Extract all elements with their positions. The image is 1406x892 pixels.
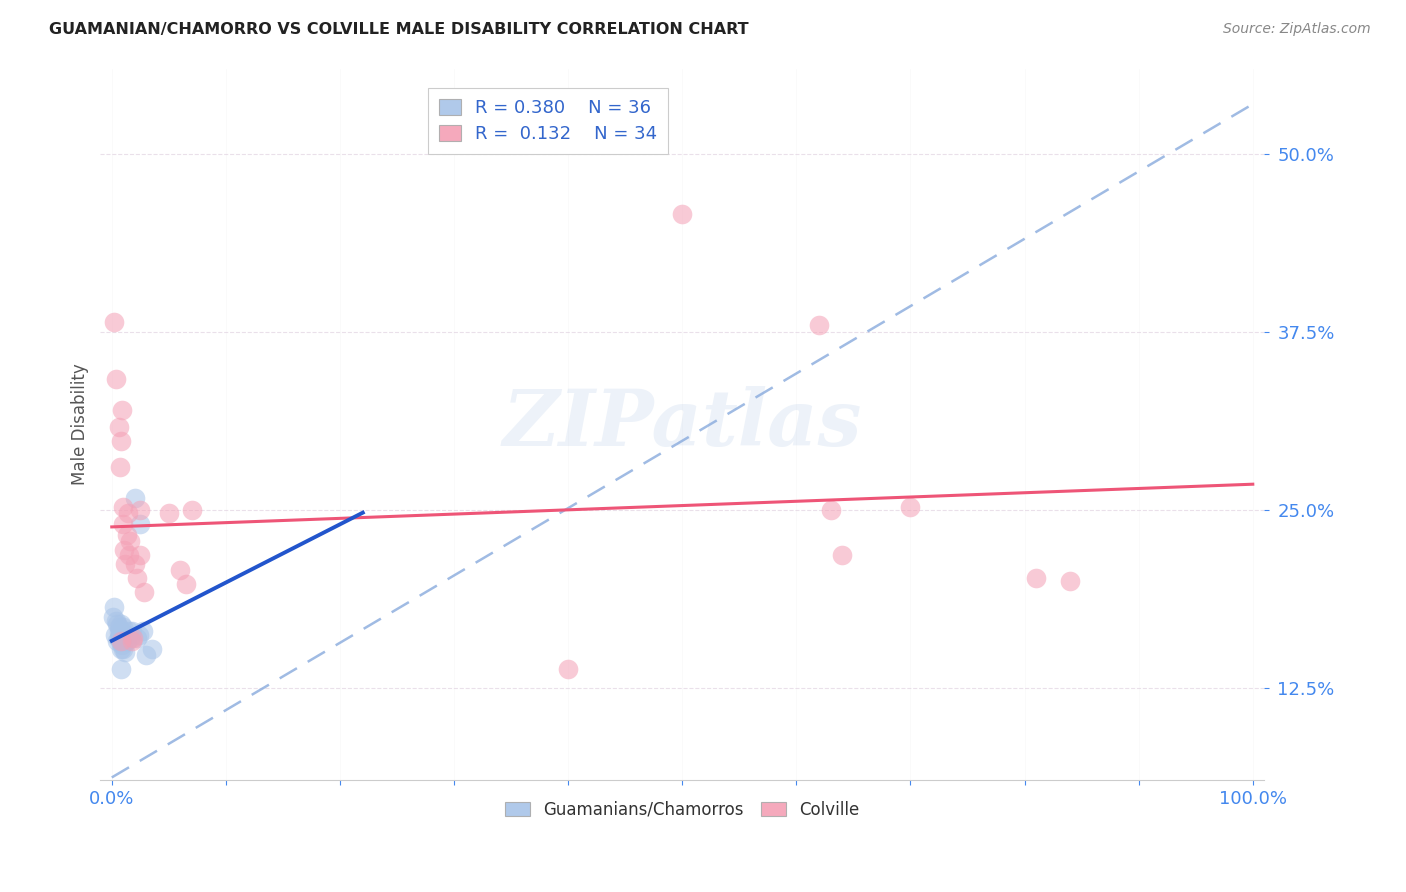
Point: [169, 563, 191, 577]
Point: [110, 616, 132, 631]
Point: [107, 631, 129, 645]
Point: [121, 633, 143, 648]
Point: [557, 662, 579, 676]
Point: [110, 633, 132, 648]
Point: [125, 631, 148, 645]
Point: [118, 549, 141, 563]
Point: [114, 645, 136, 659]
Point: [131, 624, 153, 638]
Point: [129, 517, 152, 532]
Point: [122, 631, 145, 645]
Point: [112, 542, 135, 557]
Point: [135, 648, 157, 662]
Point: [831, 549, 853, 563]
Point: [115, 633, 138, 648]
Point: [112, 628, 135, 642]
Text: Source: ZipAtlas.com: Source: ZipAtlas.com: [1223, 22, 1371, 37]
Point: [108, 460, 131, 475]
Point: [107, 633, 129, 648]
Point: [118, 631, 141, 645]
Point: [101, 609, 124, 624]
Point: [112, 619, 135, 633]
Point: [111, 631, 134, 645]
Point: [132, 585, 155, 599]
Point: [180, 503, 202, 517]
Point: [111, 403, 134, 417]
Legend: Guamanians/Chamorros, Colville: Guamanians/Chamorros, Colville: [499, 794, 866, 825]
Point: [671, 207, 693, 221]
Point: [107, 625, 129, 640]
Text: ZIPatlas: ZIPatlas: [502, 386, 862, 463]
Point: [1025, 571, 1047, 585]
Point: [174, 577, 197, 591]
Point: [112, 642, 135, 657]
Point: [128, 628, 150, 642]
Point: [107, 420, 129, 434]
Point: [107, 619, 129, 633]
Point: [808, 318, 831, 332]
Point: [820, 503, 842, 517]
Point: [110, 624, 132, 638]
Point: [1059, 574, 1081, 588]
Point: [112, 517, 135, 532]
Point: [110, 642, 132, 657]
Point: [112, 628, 135, 642]
Point: [125, 571, 148, 585]
Point: [157, 506, 180, 520]
Point: [110, 662, 132, 676]
Point: [112, 633, 135, 648]
Point: [141, 642, 163, 657]
Point: [112, 500, 135, 514]
Point: [104, 628, 127, 642]
Point: [107, 616, 129, 631]
Point: [108, 628, 131, 642]
Point: [121, 624, 143, 638]
Point: [129, 549, 152, 563]
Point: [108, 633, 131, 648]
Point: [110, 434, 132, 449]
Point: [105, 614, 128, 628]
Point: [103, 315, 125, 329]
Point: [114, 628, 136, 642]
Text: GUAMANIAN/CHAMORRO VS COLVILLE MALE DISABILITY CORRELATION CHART: GUAMANIAN/CHAMORRO VS COLVILLE MALE DISA…: [49, 22, 749, 37]
Y-axis label: Male Disability: Male Disability: [72, 364, 89, 485]
Point: [117, 628, 139, 642]
Point: [103, 599, 125, 614]
Point: [105, 372, 128, 386]
Point: [115, 528, 138, 542]
Point: [124, 557, 146, 571]
Point: [900, 500, 922, 514]
Point: [114, 557, 136, 571]
Point: [117, 506, 139, 520]
Point: [118, 534, 141, 549]
Point: [118, 624, 141, 638]
Point: [111, 638, 134, 652]
Point: [124, 491, 146, 506]
Point: [129, 503, 152, 517]
